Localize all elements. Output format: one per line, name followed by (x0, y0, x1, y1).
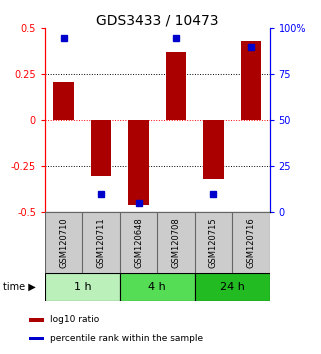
Title: GDS3433 / 10473: GDS3433 / 10473 (96, 13, 219, 27)
Bar (241, 41, 261, 120)
Text: log10 ratio: log10 ratio (50, 315, 99, 324)
Text: GSM120716: GSM120716 (247, 217, 256, 268)
Bar (195, 273, 270, 301)
Text: GSM120715: GSM120715 (209, 217, 218, 268)
Text: time ▶: time ▶ (3, 282, 36, 292)
Text: GSM120648: GSM120648 (134, 217, 143, 268)
Text: percentile rank within the sample: percentile rank within the sample (50, 334, 203, 343)
Bar (166, 52, 186, 120)
Bar (91, 120, 111, 176)
Text: 4 h: 4 h (148, 282, 166, 292)
Text: GSM120710: GSM120710 (59, 217, 68, 268)
Bar (120, 273, 195, 301)
Bar (128, 120, 149, 205)
Text: 1 h: 1 h (74, 282, 91, 292)
Text: GSM120708: GSM120708 (171, 217, 180, 268)
Bar (29, 318, 44, 321)
Bar (45, 273, 120, 301)
Bar (203, 120, 224, 179)
Text: 24 h: 24 h (220, 282, 245, 292)
Bar (53, 82, 74, 120)
Bar (29, 337, 44, 340)
Text: GSM120711: GSM120711 (97, 217, 106, 268)
